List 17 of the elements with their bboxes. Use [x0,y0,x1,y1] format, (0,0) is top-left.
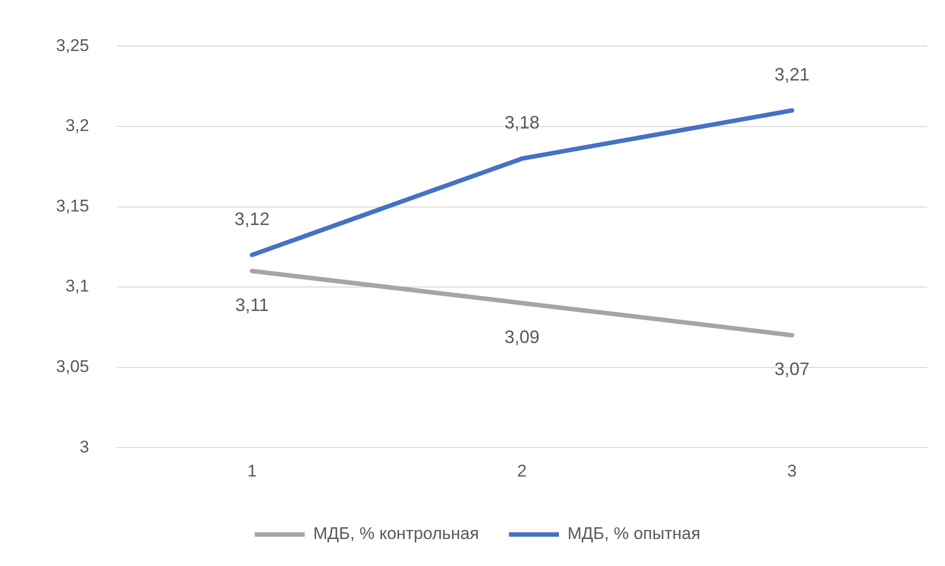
data-label: 3,12 [234,208,270,229]
x-tick-label: 3 [787,461,797,480]
data-label: 3,11 [235,294,269,315]
x-tick-label: 2 [517,461,527,480]
y-tick-label: 3,05 [56,357,90,376]
data-label: 3,21 [774,64,810,84]
y-tick-label: 3,15 [56,196,90,216]
x-tick-label: 1 [247,461,257,480]
data-label: 3,07 [774,359,810,380]
data-label: 3,09 [504,327,540,348]
y-tick-label: 3,25 [56,36,90,55]
legend-label: МДБ, % контрольная [313,524,479,544]
legend-label: МДБ, % опытная [567,524,700,544]
y-tick-label: 3 [80,437,90,456]
y-tick-label: 3,1 [65,276,90,296]
y-tick-label: 3,2 [65,116,90,136]
data-label: 3,18 [504,112,540,133]
